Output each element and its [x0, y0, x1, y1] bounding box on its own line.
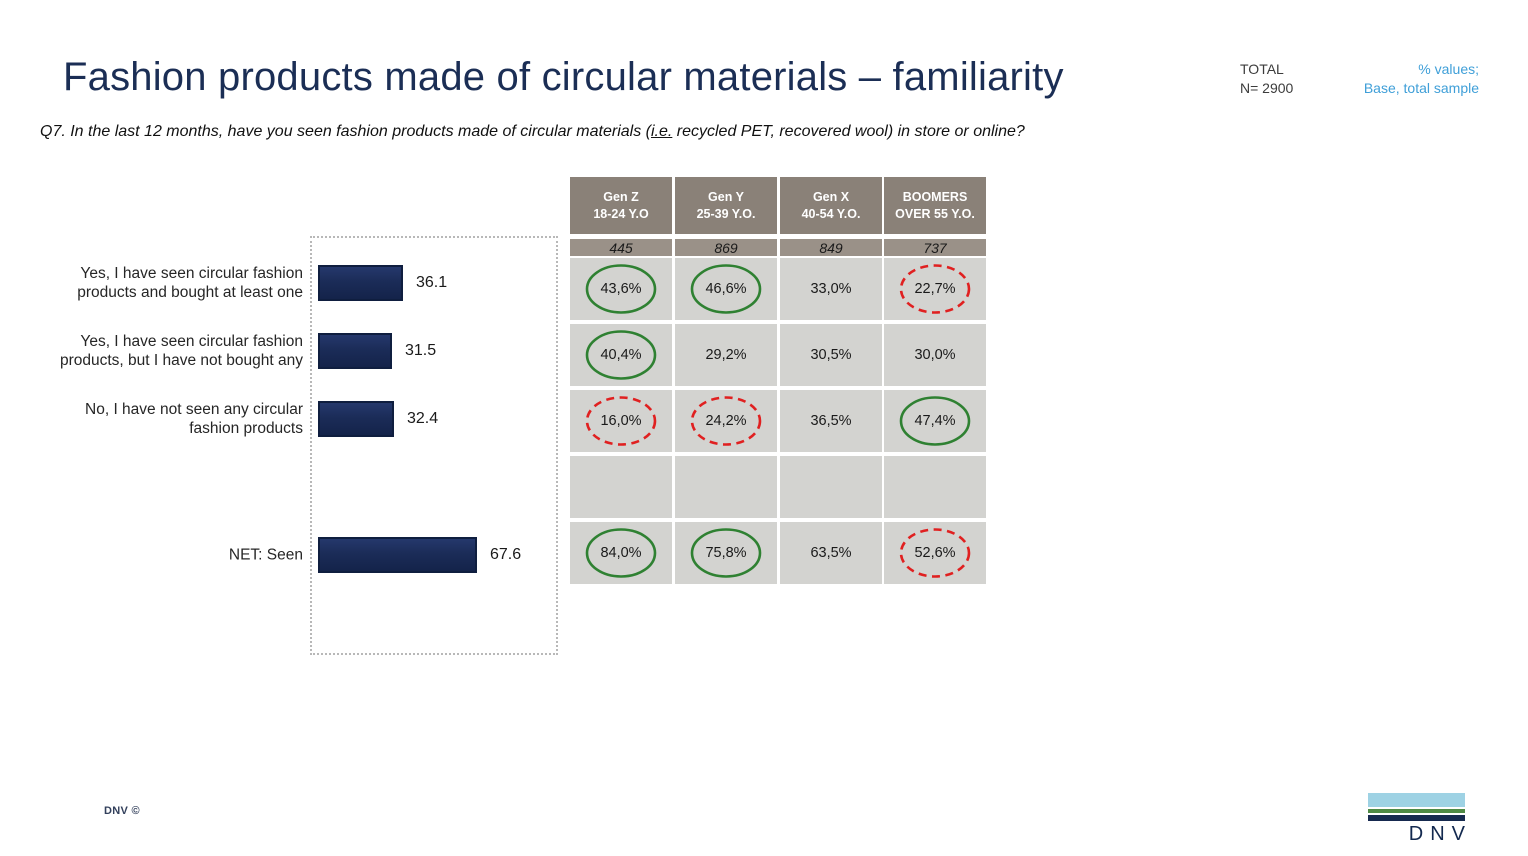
table-cell: 30,0%	[884, 324, 986, 386]
table-base-cell: 869	[675, 239, 777, 256]
table-cell: 63,5%	[780, 522, 882, 584]
logo-green-bar	[1368, 809, 1465, 813]
category-label: Yes, I have seen circular fashion produc…	[77, 265, 303, 301]
table-cell	[780, 456, 882, 518]
percent-value: 22,7%	[914, 281, 956, 297]
table-cell: 30,5%	[780, 324, 882, 386]
table-base-cell: 445	[570, 239, 672, 256]
percent-value: 29,2%	[705, 347, 747, 363]
dnv-logo: DNV	[1368, 793, 1465, 846]
category-label: NET: Seen	[228, 546, 303, 564]
percent-value: 30,5%	[810, 347, 852, 363]
logo-lightblue-bar	[1368, 793, 1465, 807]
red-dashed-circle-icon	[690, 396, 762, 446]
values-note: % values; Base, total sample	[1364, 60, 1479, 98]
table-header-cell: Gen Y 25-39 Y.O.	[675, 177, 777, 234]
question-part2: recycled PET, recovered wool) in store o…	[672, 123, 1025, 140]
percent-value: 63,5%	[810, 545, 852, 561]
percent-value: 47,4%	[914, 413, 956, 429]
table-header-cell: Gen X 40-54 Y.O.	[780, 177, 882, 234]
percent-value: 30,0%	[914, 347, 956, 363]
sample-size: N= 2900	[1240, 80, 1294, 96]
bar	[318, 265, 403, 301]
table-header-line: 18-24 Y.O	[593, 206, 649, 221]
bar-value-label: 36.1	[416, 274, 448, 291]
table-cell: 52,6%	[884, 522, 986, 584]
table-header-line: 25-39 Y.O.	[696, 206, 756, 221]
page-title: Fashion products made of circular materi…	[63, 55, 1064, 99]
table-cell	[570, 456, 672, 518]
red-dashed-circle-icon	[585, 396, 657, 446]
percent-value: 33,0%	[810, 281, 852, 297]
values-note-line1: % values;	[1418, 61, 1479, 77]
bar-value-label: 31.5	[405, 342, 437, 359]
table-cell: 36,5%	[780, 390, 882, 452]
logo-text: DNV	[1408, 823, 1472, 845]
green-circle-icon	[690, 264, 762, 314]
table-base-cell: 737	[884, 239, 986, 256]
green-circle-icon	[585, 330, 657, 380]
green-circle-icon	[585, 528, 657, 578]
category-label: No, I have not seen any circular fashion…	[85, 401, 303, 437]
red-dashed-circle-icon	[899, 264, 971, 314]
table-cell: 46,6%	[675, 258, 777, 320]
percent-value: 40,4%	[600, 347, 642, 363]
percent-value: 24,2%	[705, 413, 747, 429]
table-cell: 33,0%	[780, 258, 882, 320]
bar-value-label: 67.6	[490, 546, 522, 563]
total-label: TOTAL	[1240, 61, 1284, 77]
table-cell: 47,4%	[884, 390, 986, 452]
percent-value: 36,5%	[810, 413, 852, 429]
percent-value: 75,8%	[705, 545, 747, 561]
table-cell: 75,8%	[675, 522, 777, 584]
table-cell: 24,2%	[675, 390, 777, 452]
table-cell: 43,6%	[570, 258, 672, 320]
bar	[318, 333, 392, 369]
table-header-line: OVER 55 Y.O.	[895, 206, 975, 221]
question-ie: i.e.	[650, 123, 673, 140]
percent-value: 43,6%	[600, 281, 642, 297]
table-cell: 84,0%	[570, 522, 672, 584]
table-header-line: Gen Z	[603, 189, 639, 204]
table-cell: 40,4%	[570, 324, 672, 386]
category-label: Yes, I have seen circular fashion produc…	[59, 333, 303, 369]
table-header-cell: Gen Z 18-24 Y.O	[570, 177, 672, 234]
green-circle-icon	[690, 528, 762, 578]
table-header-line: Gen X	[812, 189, 850, 204]
table-header-line: BOOMERS	[902, 189, 968, 204]
table-header-line: 40-54 Y.O.	[801, 206, 861, 221]
table-header-cell: BOOMERS OVER 55 Y.O.	[884, 177, 986, 234]
table-cell: 16,0%	[570, 390, 672, 452]
bar	[318, 401, 394, 437]
percent-value: 84,0%	[600, 545, 642, 561]
percent-value: 46,6%	[705, 281, 747, 297]
table-cell: 22,7%	[884, 258, 986, 320]
logo-navy-bar	[1368, 815, 1465, 821]
bar-chart-frame	[310, 236, 558, 655]
red-dashed-circle-icon	[899, 528, 971, 578]
percent-value: 52,6%	[914, 545, 956, 561]
percent-value: 16,0%	[600, 413, 642, 429]
table-base-cell: 849	[780, 239, 882, 256]
total-sample-block: TOTAL N= 2900	[1240, 60, 1293, 98]
table-cell: 29,2%	[675, 324, 777, 386]
green-circle-icon	[899, 396, 971, 446]
question-part1: Q7. In the last 12 months, have you seen…	[40, 123, 651, 140]
bar-value-label: 32.4	[407, 410, 439, 427]
table-cell	[675, 456, 777, 518]
green-circle-icon	[585, 264, 657, 314]
values-note-line2: Base, total sample	[1363, 80, 1479, 96]
table-cell	[884, 456, 986, 518]
table-header-line: Gen Y	[708, 189, 744, 204]
footer-copyright: DNV ©	[104, 805, 140, 817]
question-text: Q7. In the last 12 months, have you seen…	[40, 121, 1140, 143]
bar	[318, 537, 477, 573]
